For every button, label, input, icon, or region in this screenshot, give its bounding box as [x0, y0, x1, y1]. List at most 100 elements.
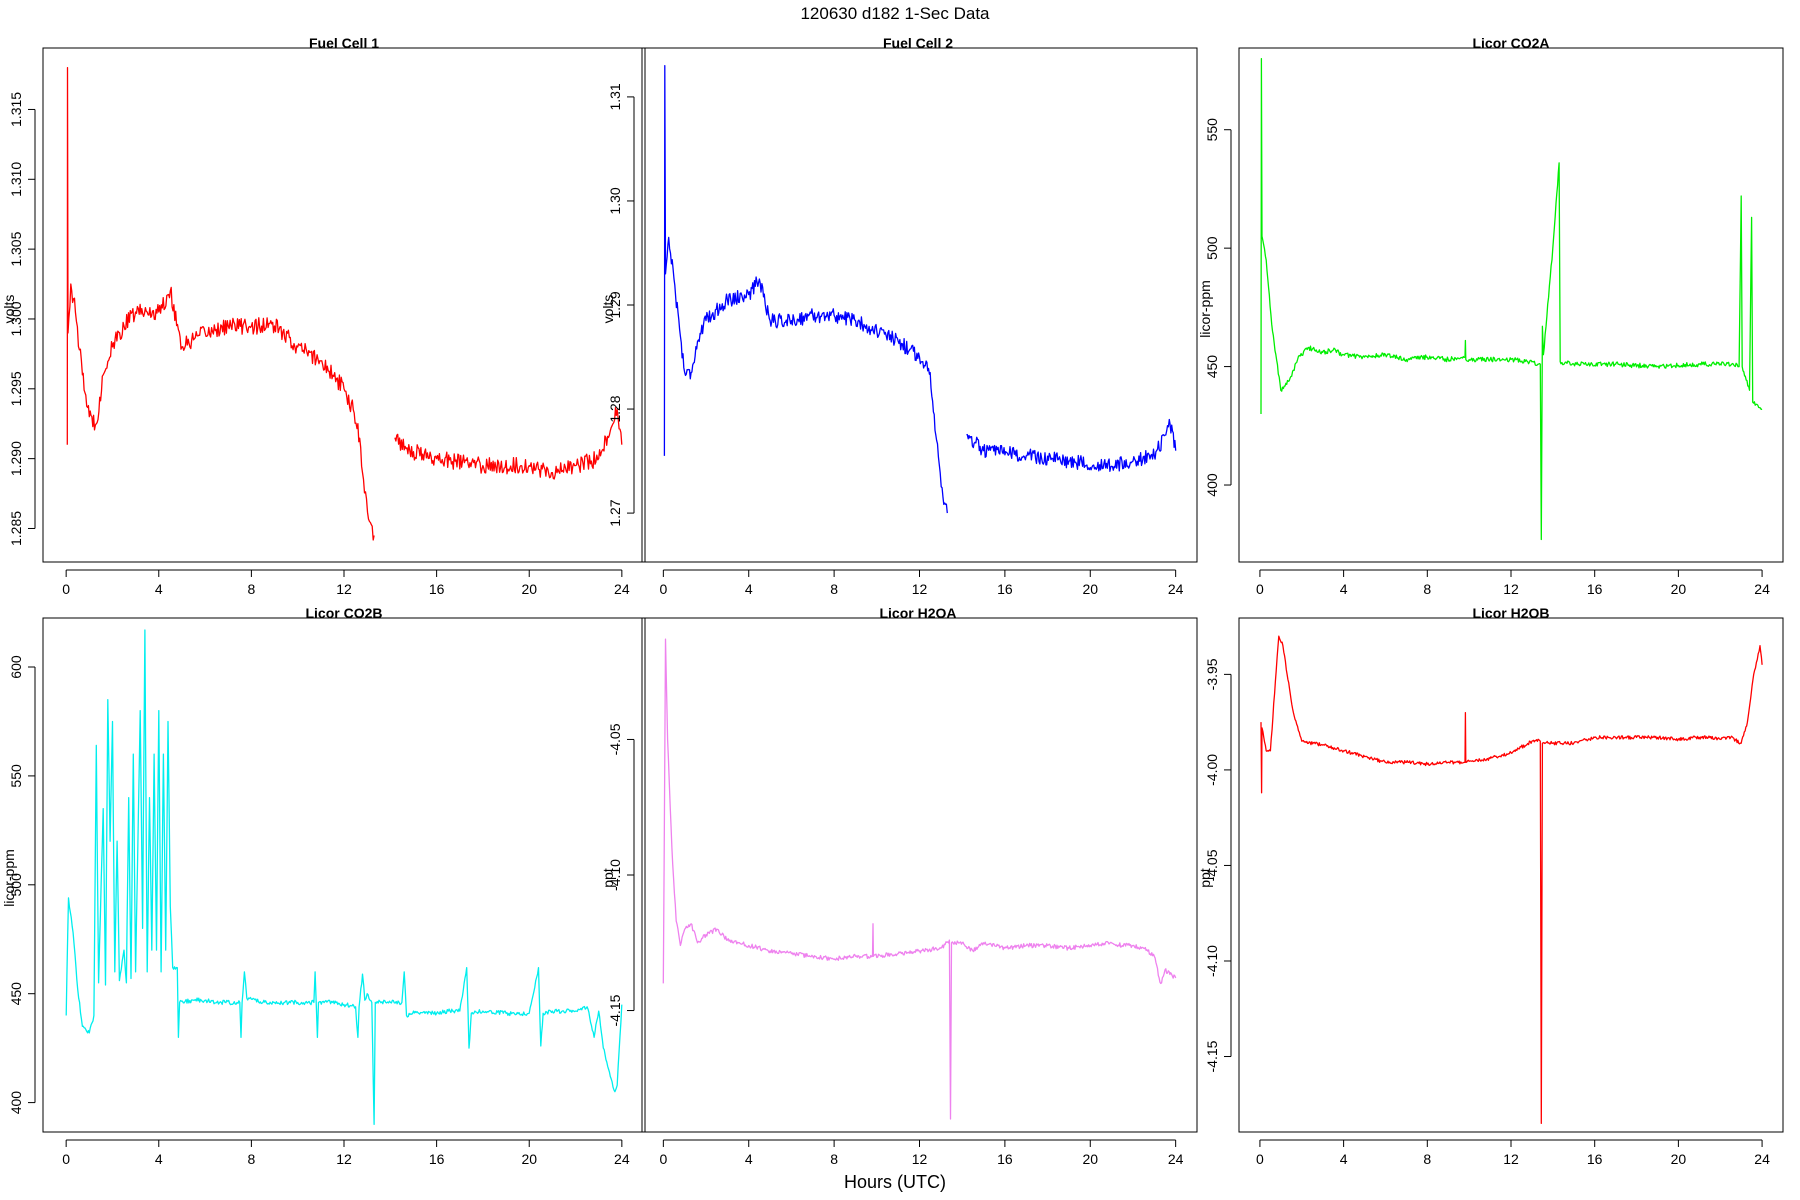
x-tick-label: 24	[1754, 581, 1770, 597]
x-tick-label: 8	[830, 1151, 838, 1167]
panel-licor-co2b: Licor CO2B licor-ppm 0 4 8 12 16 20 24 400 450 50…	[1, 605, 646, 1167]
plot-frame	[42, 617, 646, 1133]
x-tick-label: 4	[155, 581, 163, 597]
x-tick-label: 8	[1423, 581, 1431, 597]
x-tick-label: 8	[1423, 1151, 1431, 1167]
y-tick-label: 1.285	[8, 511, 24, 546]
y-tick-label: 500	[8, 873, 24, 897]
x-tick-label: 12	[1503, 581, 1519, 597]
data-series-line	[1260, 58, 1763, 541]
y-tick-label: 500	[1204, 236, 1220, 260]
y-tick-label: 1.27	[607, 499, 623, 526]
x-tick-label: 16	[997, 581, 1013, 597]
y-tick-label: -4.15	[1204, 1040, 1220, 1072]
y-axis-label: licor-ppm	[1, 849, 17, 907]
x-tick-label: 0	[62, 581, 70, 597]
plot-frame	[1238, 47, 1784, 563]
x-tick-label: 8	[247, 581, 255, 597]
x-tick-label: 8	[247, 1151, 255, 1167]
y-tick-label: 1.31	[607, 83, 623, 110]
x-axis-title: Hours (UTC)	[844, 1172, 946, 1192]
x-tick-label: 4	[745, 1151, 753, 1167]
x-tick-label: 20	[1671, 581, 1687, 597]
x-tick-label: 16	[1587, 581, 1603, 597]
y-tick-label: 450	[8, 982, 24, 1006]
y-tick-label: -4.15	[607, 994, 623, 1026]
y-tick-label: 1.295	[8, 371, 24, 406]
panel-title: Licor CO2A	[1472, 35, 1549, 51]
data-series-line	[1260, 635, 1763, 1125]
x-tick-label: 24	[1754, 1151, 1770, 1167]
x-tick-label: 16	[1587, 1151, 1603, 1167]
y-tick-label: -3.95	[1204, 658, 1220, 690]
x-tick-label: 16	[429, 1151, 445, 1167]
x-tick-label: 12	[1503, 1151, 1519, 1167]
y-tick-label: 450	[1204, 355, 1220, 379]
panel-fuel-cell-1: Fuel Cell 1 volts 0 4 8 12 16 20 24 1.285 1.290 1…	[1, 35, 646, 597]
x-tick-label: 20	[1082, 1151, 1098, 1167]
x-tick-label: 4	[1340, 1151, 1348, 1167]
y-tick-label: 1.29	[607, 291, 623, 318]
x-tick-label: 0	[659, 1151, 667, 1167]
y-tick-label: -4.00	[1204, 754, 1220, 786]
panel-fuel-cell-2: Fuel Cell 2 volts 0 4 8 12 16 20 24 1.27 1.28 1.2…	[600, 35, 1198, 597]
panel-title: Fuel Cell 1	[309, 35, 379, 51]
y-tick-label: 400	[1204, 473, 1220, 497]
data-series-line	[65, 629, 623, 1126]
x-tick-label: 20	[1671, 1151, 1687, 1167]
y-tick-label: 1.305	[8, 231, 24, 266]
y-tick-label: 550	[8, 764, 24, 788]
data-series-line	[663, 65, 948, 514]
y-tick-label: 1.28	[607, 395, 623, 422]
y-tick-label: -4.05	[607, 723, 623, 755]
x-tick-label: 0	[62, 1151, 70, 1167]
x-tick-label: 24	[614, 1151, 630, 1167]
panel-title: Licor H2OA	[879, 605, 956, 621]
panel-title: Licor H2OB	[1472, 605, 1549, 621]
x-tick-label: 4	[1340, 581, 1348, 597]
y-tick-label: -4.05	[1204, 849, 1220, 881]
plot-frame	[641, 617, 1198, 1133]
x-tick-label: 12	[336, 581, 352, 597]
y-tick-label: 550	[1204, 118, 1220, 142]
x-tick-label: 0	[1256, 1151, 1264, 1167]
x-tick-label: 16	[429, 581, 445, 597]
x-tick-label: 4	[745, 581, 753, 597]
plot-frame	[1238, 617, 1784, 1133]
panel-title: Fuel Cell 2	[883, 35, 953, 51]
y-axis-label: ppt	[1197, 868, 1213, 888]
x-tick-label: 8	[830, 581, 838, 597]
x-tick-label: 0	[1256, 581, 1264, 597]
data-series-line	[394, 406, 623, 480]
panel-title: Licor CO2B	[305, 605, 382, 621]
y-tick-label: 400	[8, 1091, 24, 1115]
y-tick-label: 1.300	[8, 301, 24, 336]
panel-licor-co2a: Licor CO2A licor-ppm 0 4 8 12 16 20 24 400 450 50…	[1197, 35, 1784, 597]
plot-frame	[641, 47, 1198, 563]
x-tick-label: 24	[614, 581, 630, 597]
x-tick-label: 16	[997, 1151, 1013, 1167]
y-axis-label: volts	[600, 295, 616, 324]
panel-licor-h2ob: Licor H2OB ppt 0 4 8 12 16 20 24 -4.15 -4.10 -4.0…	[1197, 605, 1784, 1167]
x-tick-label: 24	[1168, 1151, 1184, 1167]
y-tick-label: 1.290	[8, 441, 24, 476]
x-tick-label: 24	[1168, 581, 1184, 597]
x-tick-label: 12	[912, 1151, 928, 1167]
x-tick-label: 20	[1082, 581, 1098, 597]
data-series-line	[662, 638, 1177, 1120]
x-tick-label: 20	[521, 1151, 537, 1167]
y-axis-label: ppt	[600, 868, 616, 888]
y-axis-label: licor-ppm	[1197, 280, 1213, 338]
y-axis-label: volts	[1, 295, 17, 324]
y-tick-label: -4.10	[607, 859, 623, 891]
figure-title: 120630 d182 1-Sec Data	[800, 4, 990, 23]
x-tick-label: 20	[521, 581, 537, 597]
y-tick-label: 1.310	[8, 162, 24, 197]
y-tick-label: 600	[8, 655, 24, 679]
y-tick-label: 1.30	[607, 187, 623, 214]
data-series-line	[66, 66, 375, 541]
y-tick-label: 1.315	[8, 92, 24, 127]
x-tick-label: 0	[659, 581, 667, 597]
x-tick-label: 12	[336, 1151, 352, 1167]
